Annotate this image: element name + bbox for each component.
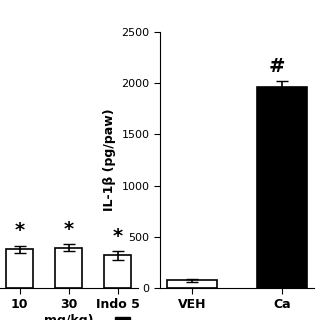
- Text: #: #: [269, 57, 285, 76]
- X-axis label: mg/kg): mg/kg): [44, 314, 93, 320]
- Bar: [167, 280, 217, 288]
- Text: *: *: [64, 220, 74, 239]
- Text: *: *: [113, 227, 123, 245]
- Bar: [257, 87, 307, 288]
- Y-axis label: IL-1β (pg/paw): IL-1β (pg/paw): [103, 109, 116, 211]
- Text: b: b: [117, 319, 128, 320]
- Text: *: *: [15, 221, 25, 240]
- Bar: [104, 255, 131, 288]
- Bar: [55, 248, 82, 288]
- Bar: [6, 249, 33, 288]
